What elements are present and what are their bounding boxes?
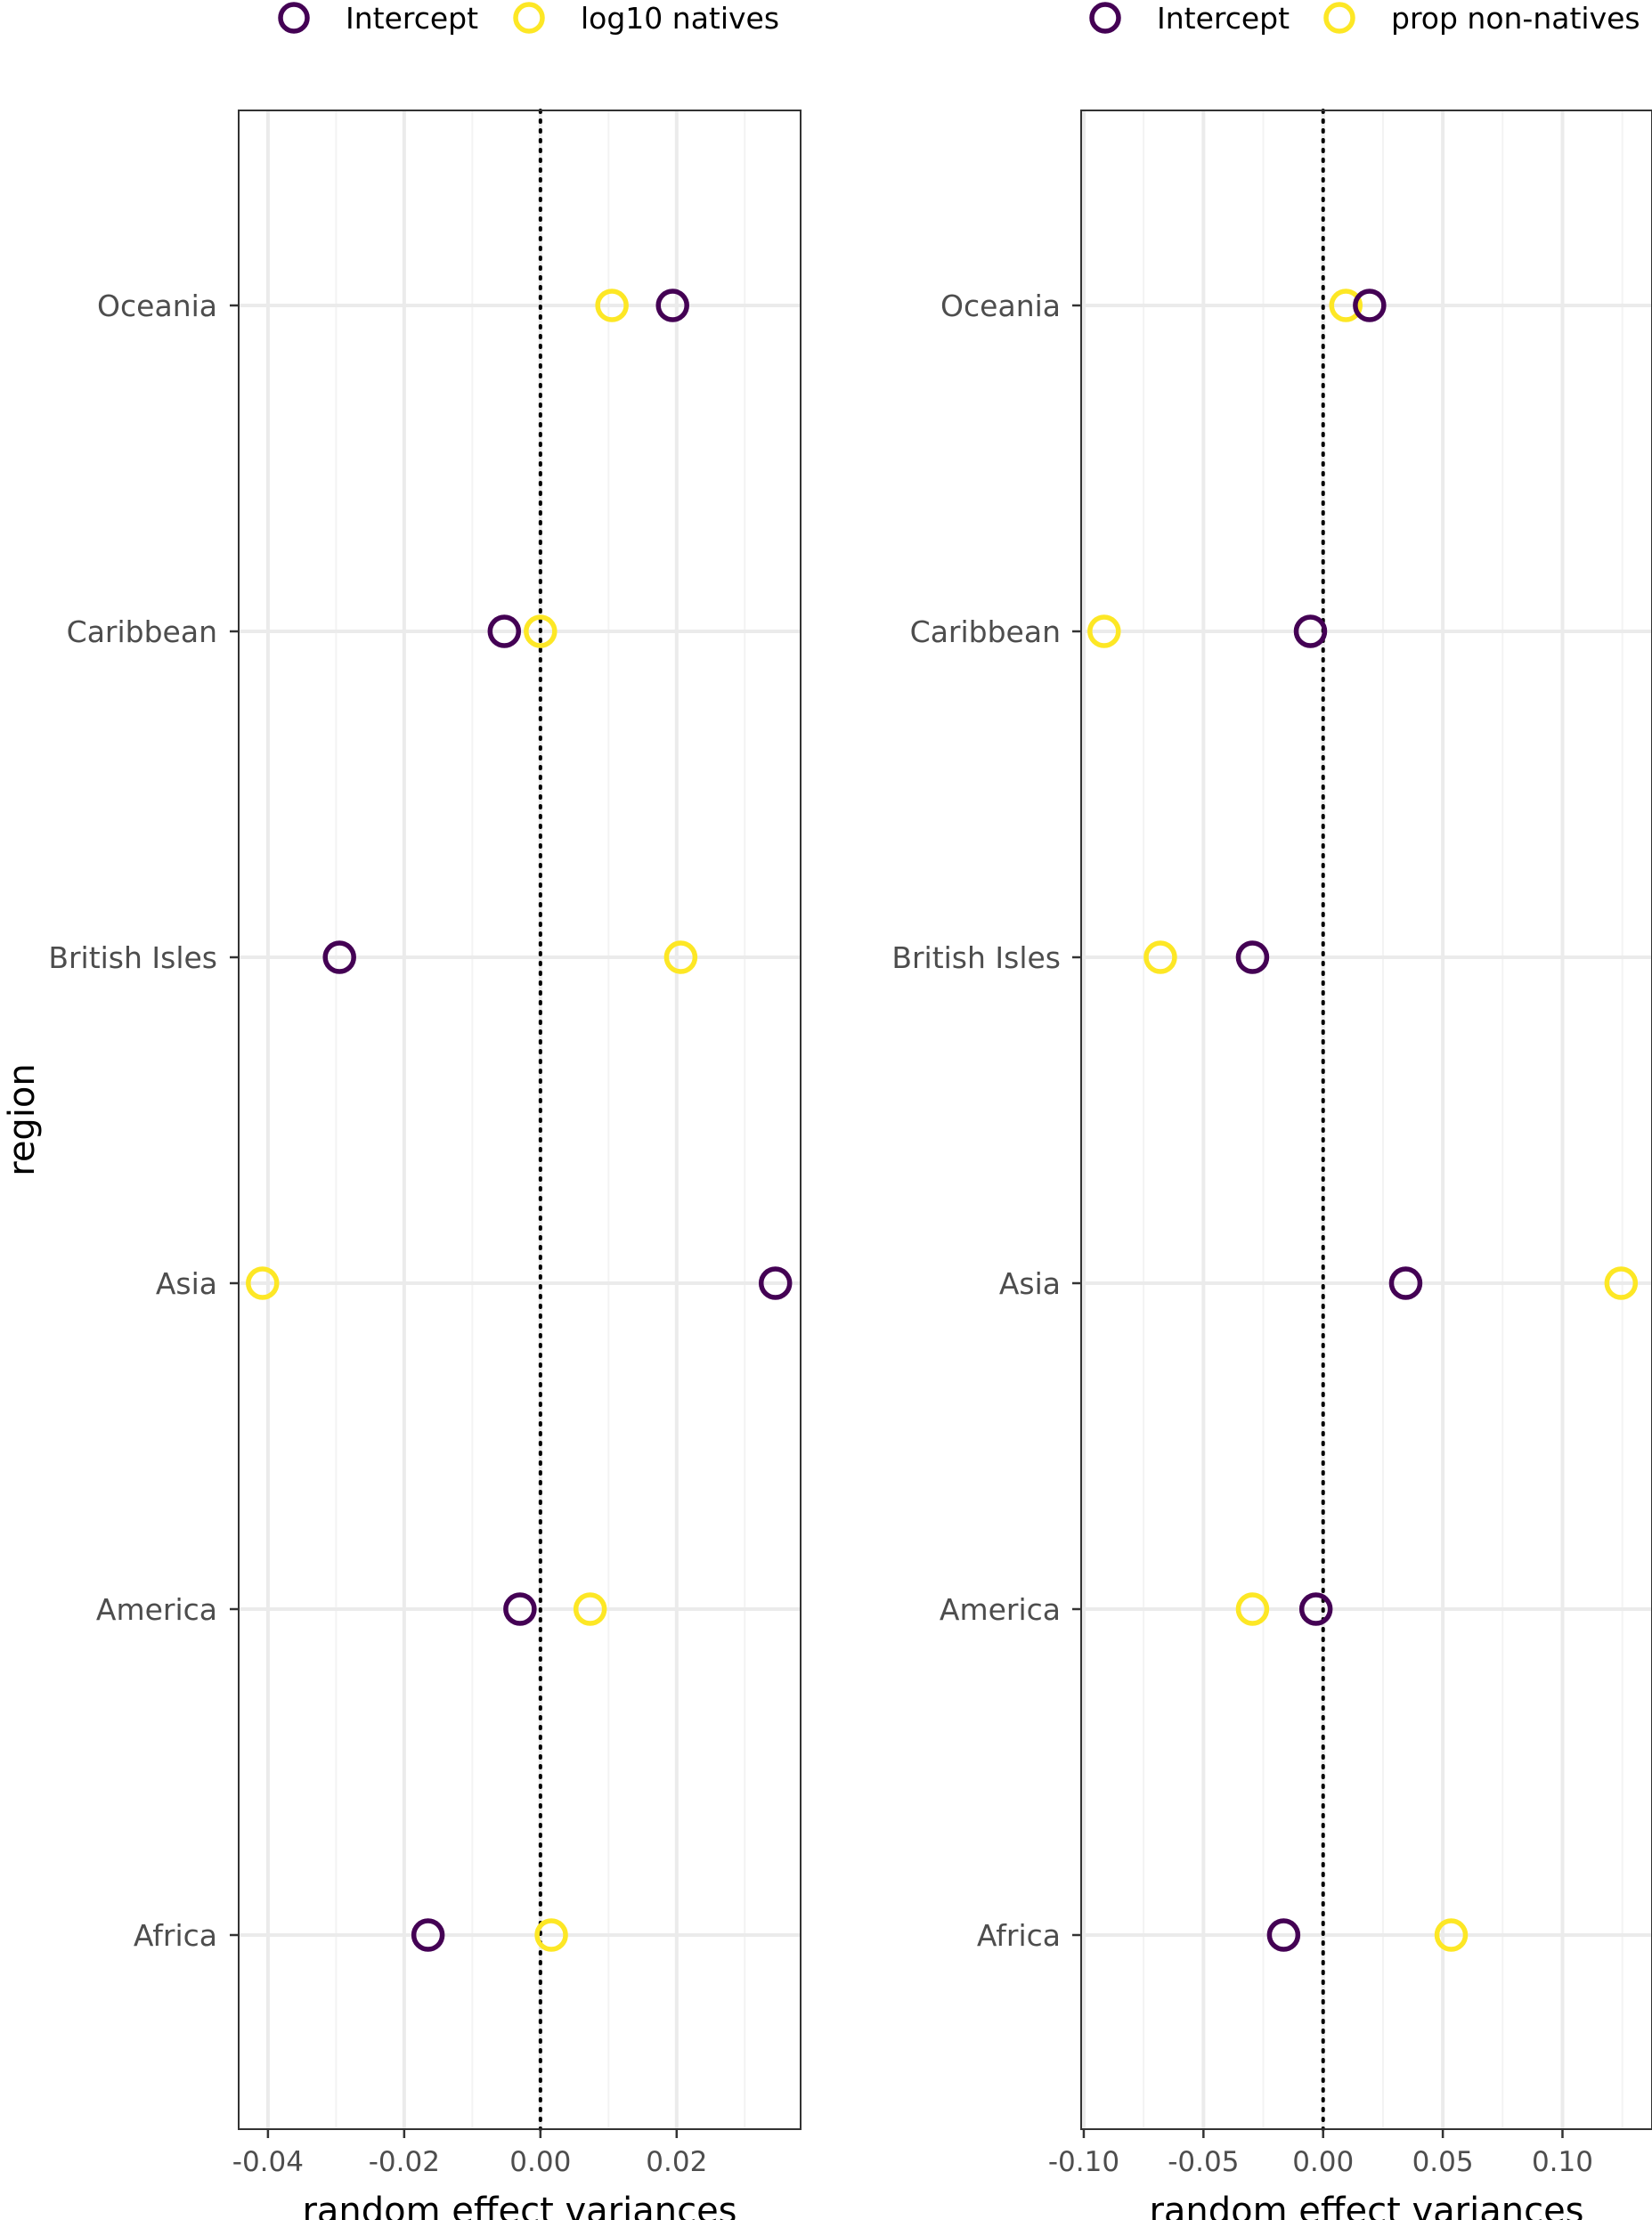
legend-key-slope [1323, 2, 1355, 34]
data-point-intercept [1388, 1266, 1423, 1300]
x-tick-label: -0.02 [369, 2146, 440, 2178]
y-tick-label: America [96, 1592, 217, 1627]
data-point-intercept [487, 614, 522, 648]
data-point-intercept [1298, 1592, 1333, 1626]
data-point-slope [534, 1918, 568, 1952]
y-tick-label: British Isles [891, 940, 1061, 975]
panel-border [1080, 110, 1652, 2130]
y-tick-label: British Isles [48, 940, 217, 975]
y-tick-label: Africa [977, 1918, 1061, 1953]
legend-label: Intercept [346, 1, 478, 36]
y-tick-label: Asia [156, 1266, 217, 1301]
y-axis-title: region [2, 1063, 43, 1176]
x-tick-label: 0.00 [509, 2146, 571, 2178]
y-tick-label: Caribbean [910, 614, 1061, 649]
x-tick-label: 0.00 [1292, 2146, 1354, 2178]
data-point-slope [1235, 1592, 1270, 1626]
data-point-slope [1143, 940, 1177, 974]
data-point-intercept [322, 940, 356, 974]
data-point-intercept [758, 1266, 793, 1300]
data-point-intercept [503, 1592, 537, 1626]
data-point-intercept [411, 1918, 445, 1952]
data-point-slope [573, 1592, 607, 1626]
data-point-slope [595, 289, 629, 322]
data-point-intercept [655, 289, 689, 322]
data-point-intercept [1293, 614, 1328, 648]
x-tick-label: 0.05 [1412, 2146, 1474, 2178]
data-point-slope [663, 940, 698, 974]
x-tick-label: 0.02 [646, 2146, 707, 2178]
x-tick-label: -0.04 [232, 2146, 304, 2178]
legend-label: prop non-natives [1391, 1, 1640, 36]
data-point-intercept [1235, 940, 1270, 974]
legend-label: Intercept [1157, 1, 1290, 36]
x-axis-title: random effect variances [1149, 2191, 1583, 2220]
x-tick-label: -0.10 [1048, 2146, 1119, 2178]
legend-label: log10 natives [581, 1, 779, 36]
data-point-intercept [1353, 289, 1387, 322]
y-tick-label: Asia [999, 1266, 1061, 1301]
legend-key-intercept [278, 2, 310, 34]
data-point-slope [1604, 1266, 1639, 1300]
legend-key-slope [513, 2, 545, 34]
panel-background [239, 110, 801, 2129]
data-point-slope [1434, 1918, 1469, 1952]
data-point-slope [524, 614, 557, 648]
x-tick-label: 0.10 [1532, 2146, 1593, 2178]
legend-key-intercept [1089, 2, 1121, 34]
x-axis-title: random effect variances [302, 2191, 736, 2220]
panel-background [1081, 110, 1652, 2129]
data-point-slope [1329, 289, 1363, 322]
y-tick-label: Africa [134, 1918, 217, 1953]
data-point-slope [246, 1266, 280, 1300]
y-tick-label: Caribbean [67, 614, 217, 649]
panel-border [238, 110, 802, 2130]
y-tick-label: America [940, 1592, 1061, 1627]
x-tick-label: -0.05 [1168, 2146, 1239, 2178]
data-point-intercept [1266, 1918, 1301, 1952]
y-tick-label: Oceania [940, 289, 1061, 323]
data-point-slope [1087, 614, 1121, 648]
y-tick-label: Oceania [97, 289, 217, 323]
